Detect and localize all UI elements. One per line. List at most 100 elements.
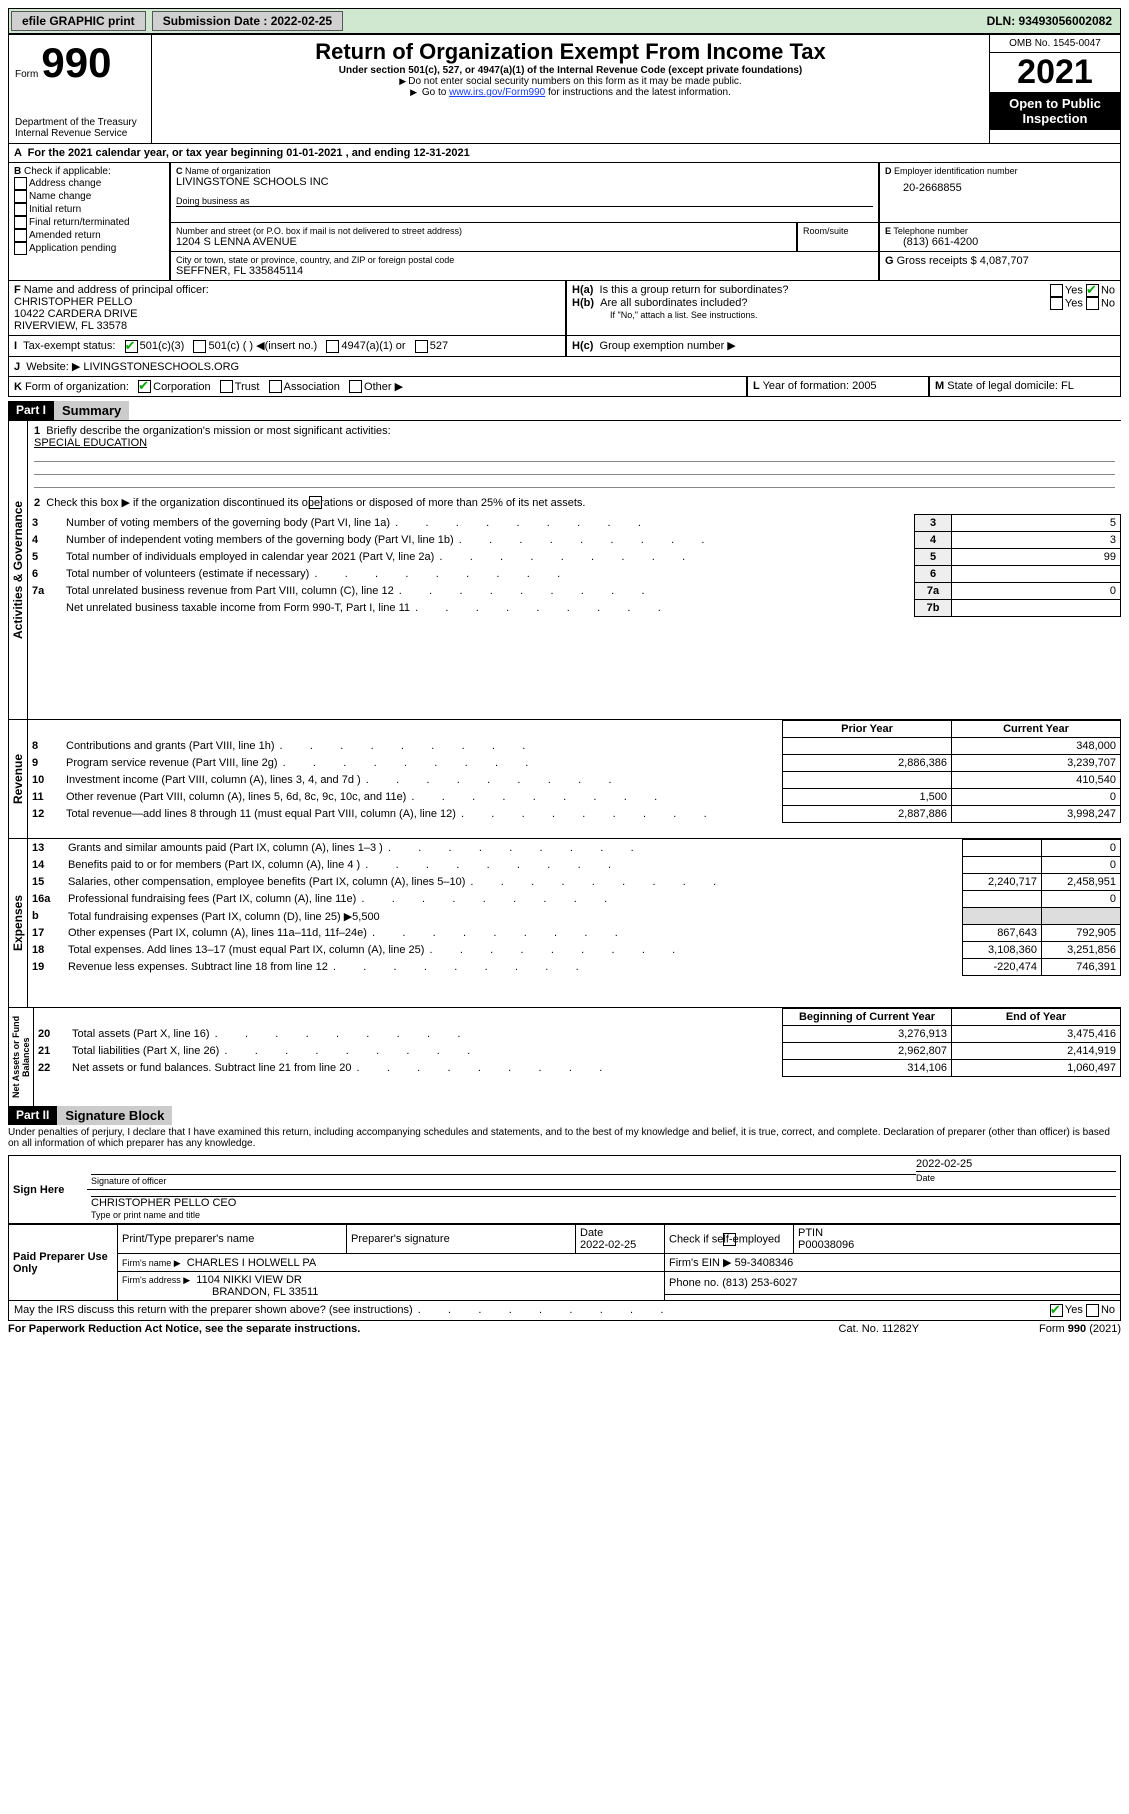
opt-corp[interactable]: Corporation	[153, 381, 210, 393]
dln: DLN: 93493056002082	[987, 14, 1118, 28]
exp-table: 13Grants and similar amounts paid (Part …	[28, 839, 1121, 976]
hb-question: Are all subordinates included?	[600, 297, 747, 309]
opt-527[interactable]: 527	[430, 340, 448, 352]
cb-501c3[interactable]	[125, 340, 138, 353]
form-org-label: Form of organization:	[25, 381, 129, 393]
tax-year: 2021	[990, 53, 1120, 92]
cb-final-return[interactable]: Final return/terminated	[29, 217, 130, 228]
ein-value: 20-2668855	[885, 176, 1115, 194]
section-b: B Check if applicable: Address change Na…	[8, 163, 170, 281]
tax-exempt-label: Tax-exempt status:	[23, 340, 115, 352]
part1-title: Summary	[54, 401, 129, 420]
firm-ein-label: Firm's EIN ▶	[669, 1257, 732, 1269]
opt-501c3: 501(c)(3)	[140, 340, 185, 352]
year-formation-label: Year of formation:	[763, 380, 849, 392]
efile-print-button[interactable]: efile GRAPHIC print	[11, 11, 146, 31]
cb-address-change[interactable]: Address change	[29, 178, 101, 189]
vlabel-net: Net Assets or Fund Balances	[8, 1008, 34, 1106]
omb-number: OMB No. 1545-0047	[990, 35, 1120, 53]
type-name-label: Type or print name and title	[91, 1210, 200, 1220]
irs-label: Internal Revenue Service	[15, 128, 145, 139]
ag-table: 3Number of voting members of the governi…	[28, 514, 1121, 617]
dept-treasury: Department of the Treasury	[15, 117, 145, 128]
officer-addr1: 10422 CARDERA DRIVE	[14, 308, 138, 320]
officer-addr2: RIVERVIEW, FL 33578	[14, 320, 127, 332]
org-name-label: Name of organization	[185, 166, 271, 176]
discuss-yes[interactable]: Yes	[1065, 1304, 1083, 1317]
officer-label: Name and address of principal officer:	[24, 284, 209, 296]
city-value: SEFFNER, FL 335845114	[176, 265, 873, 277]
firm-addr1: 1104 NIKKI VIEW DR	[196, 1274, 302, 1286]
cb-name-change[interactable]: Name change	[29, 191, 91, 202]
discuss-no[interactable]: No	[1101, 1304, 1115, 1317]
opt-other[interactable]: Other ▶	[364, 381, 403, 393]
sig-date-value: 2022-02-25	[916, 1158, 1116, 1170]
opt-501c[interactable]: 501(c) ( ) ◀(insert no.)	[208, 340, 317, 352]
prep-date-label: Date	[580, 1227, 603, 1239]
sig-date-label: Date	[916, 1173, 935, 1183]
hc-label: Group exemption number ▶	[600, 340, 736, 352]
phone-value: (813) 661-4200	[885, 236, 1115, 248]
may-irs-discuss: May the IRS discuss this return with the…	[14, 1304, 1050, 1317]
line-a: A For the 2021 calendar year, or tax yea…	[8, 144, 1121, 163]
form-footer: Form 990 (2021)	[1039, 1323, 1121, 1335]
sig-officer-label: Signature of officer	[91, 1176, 166, 1186]
gross-receipts-label: Gross receipts $	[897, 255, 977, 267]
org-name: LIVINGSTONE SCHOOLS INC	[176, 176, 873, 188]
form-subtitle: Under section 501(c), 527, or 4947(a)(1)…	[158, 65, 983, 76]
mission-text: SPECIAL EDUCATION	[34, 437, 147, 449]
ptin-value: P00038096	[798, 1239, 854, 1251]
opt-trust[interactable]: Trust	[235, 381, 260, 393]
goto-line: Go to www.irs.gov/Form990 for instructio…	[158, 87, 983, 98]
cb-initial-return[interactable]: Initial return	[29, 204, 81, 215]
website-value: LIVINGSTONESCHOOLS.ORG	[83, 361, 239, 373]
goto-post: for instructions and the latest informat…	[548, 87, 731, 98]
vlabel-expenses: Expenses	[8, 839, 28, 1007]
cb-application-pending[interactable]: Application pending	[29, 243, 116, 254]
website-label: Website: ▶	[26, 361, 80, 373]
part1-bar: Part I	[8, 401, 54, 420]
tax-year-range: For the 2021 calendar year, or tax year …	[28, 147, 470, 159]
net-table: Beginning of Current YearEnd of Year20To…	[34, 1008, 1121, 1077]
hb-note: If "No," attach a list. See instructions…	[572, 310, 1115, 320]
form-header: Form 990 Department of the Treasury Inte…	[8, 34, 1121, 144]
phone-label: Telephone number	[893, 226, 968, 236]
opt-4947[interactable]: 4947(a)(1) or	[341, 340, 405, 352]
firm-name: CHARLES I HOLWELL PA	[187, 1257, 316, 1269]
ein-label: Employer identification number	[894, 166, 1018, 176]
part2-bar: Part II	[8, 1106, 57, 1125]
firm-phone: (813) 253-6027	[722, 1277, 797, 1289]
prep-name-label: Print/Type preparer's name	[118, 1225, 347, 1254]
open-public-inspection: Open to Public Inspection	[990, 92, 1120, 130]
form-label: Form	[15, 69, 38, 80]
ha-no[interactable]: No	[1101, 284, 1115, 296]
hb-yes[interactable]: Yes	[1065, 297, 1083, 309]
opt-assoc[interactable]: Association	[284, 381, 340, 393]
year-formation-value: 2005	[852, 380, 876, 392]
firm-name-label: Firm's name ▶	[122, 1258, 181, 1268]
part2-title: Signature Block	[57, 1106, 172, 1125]
officer-name: CHRISTOPHER PELLO	[14, 296, 132, 308]
perjury-declaration: Under penalties of perjury, I declare th…	[8, 1125, 1121, 1151]
cat-no: Cat. No. 11282Y	[839, 1323, 920, 1335]
submission-date: Submission Date : 2022-02-25	[152, 11, 343, 31]
top-bar: efile GRAPHIC print Submission Date : 20…	[8, 8, 1121, 34]
firm-addr2: BRANDON, FL 33511	[122, 1286, 318, 1298]
preparer-table: Paid Preparer Use Only Print/Type prepar…	[8, 1224, 1121, 1301]
form-number: 990	[41, 39, 111, 86]
ha-question: Is this a group return for subordinates?	[600, 284, 789, 296]
hb-no[interactable]: No	[1101, 297, 1115, 309]
paperwork-notice: For Paperwork Reduction Act Notice, see …	[8, 1323, 839, 1335]
vlabel-activities: Activities & Governance	[8, 421, 28, 719]
vlabel-revenue: Revenue	[8, 720, 28, 838]
state-domicile-label: State of legal domicile:	[947, 380, 1058, 392]
city-label: City or town, state or province, country…	[176, 255, 873, 265]
check-if-applicable: Check if applicable:	[24, 166, 111, 177]
gross-receipts-value: 4,087,707	[980, 255, 1029, 267]
prep-sig-label: Preparer's signature	[347, 1225, 576, 1254]
room-suite-label: Room/suite	[797, 223, 879, 252]
form990-link[interactable]: www.irs.gov/Form990	[449, 87, 545, 98]
cb-amended-return[interactable]: Amended return	[29, 230, 101, 241]
paid-preparer: Paid Preparer Use Only	[9, 1225, 118, 1301]
ha-yes[interactable]: Yes	[1065, 284, 1083, 296]
